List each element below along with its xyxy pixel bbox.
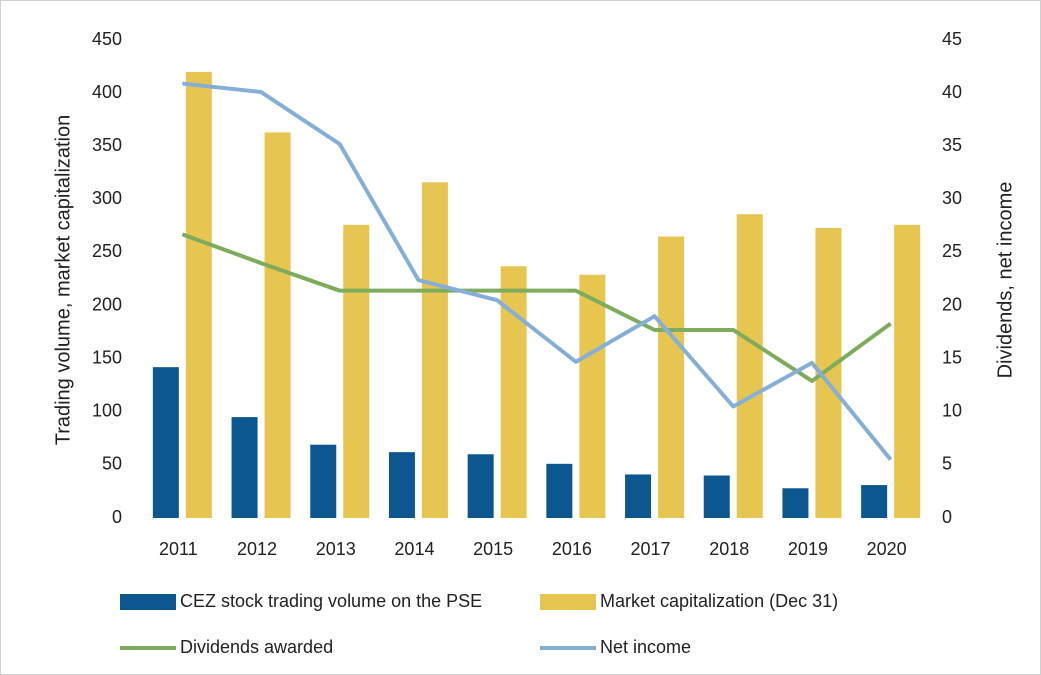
x-tick-label: 2014 (394, 539, 434, 559)
legend-label: CEZ stock trading volume on the PSE (180, 591, 482, 611)
bar (152, 367, 179, 518)
bar (894, 224, 921, 518)
y-tick-label: 50 (102, 454, 122, 474)
y2-tick-label: 40 (942, 82, 962, 102)
bar (264, 132, 291, 518)
bar (421, 182, 448, 519)
x-tick-label: 2011 (159, 539, 198, 559)
bar (782, 488, 809, 518)
y-tick-label: 0 (112, 507, 122, 527)
y2-tick-label: 15 (942, 347, 962, 367)
bar (658, 236, 685, 518)
x-tick-label: 2015 (473, 539, 513, 559)
y2-axis-label: Dividends, net income (994, 182, 1016, 379)
line-series (182, 81, 893, 461)
x-tick-label: 2020 (867, 539, 907, 559)
y-tick-label: 350 (92, 135, 122, 155)
bar (231, 417, 258, 518)
y2-tick-label: 20 (942, 294, 962, 314)
bar (467, 454, 494, 518)
legend-label: Market capitalization (Dec 31) (600, 591, 838, 611)
legend-swatch (120, 594, 176, 610)
x-tick-label: 2017 (631, 539, 671, 559)
y2-tick-label: 10 (942, 401, 962, 421)
x-tick-label: 2016 (552, 539, 592, 559)
bar (861, 485, 888, 518)
y-tick-label: 400 (92, 82, 122, 102)
y-tick-label: 200 (92, 294, 122, 314)
legend-label: Dividends awarded (180, 637, 333, 657)
bar (625, 474, 652, 518)
bar (310, 444, 337, 518)
y2-tick-label: 35 (942, 135, 962, 155)
y2-tick-label: 45 (942, 29, 962, 49)
bar (579, 274, 606, 518)
bar (343, 224, 370, 518)
legend-swatch (540, 594, 596, 610)
y2-tick-label: 5 (942, 454, 952, 474)
y2-tick-label: 0 (942, 507, 952, 527)
bar (388, 452, 415, 518)
bar (185, 71, 212, 518)
y2-tick-label: 25 (942, 241, 962, 261)
y-tick-label: 250 (92, 241, 122, 261)
x-tick-label: 2018 (709, 539, 749, 559)
legend-label: Net income (600, 637, 691, 657)
bar (736, 214, 763, 518)
y-axis-label: Trading volume, market capitalization (52, 115, 74, 446)
x-tick-label: 2019 (788, 539, 828, 559)
y2-tick-label: 30 (942, 188, 962, 208)
bar (546, 463, 573, 518)
x-tick-label: 2013 (316, 539, 356, 559)
y-tick-label: 150 (92, 347, 122, 367)
line-series (181, 232, 892, 383)
y-tick-label: 100 (92, 401, 122, 421)
y-tick-label: 450 (92, 29, 122, 49)
x-tick-label: 2012 (237, 539, 277, 559)
bar (703, 475, 730, 518)
y-tick-label: 300 (92, 188, 122, 208)
